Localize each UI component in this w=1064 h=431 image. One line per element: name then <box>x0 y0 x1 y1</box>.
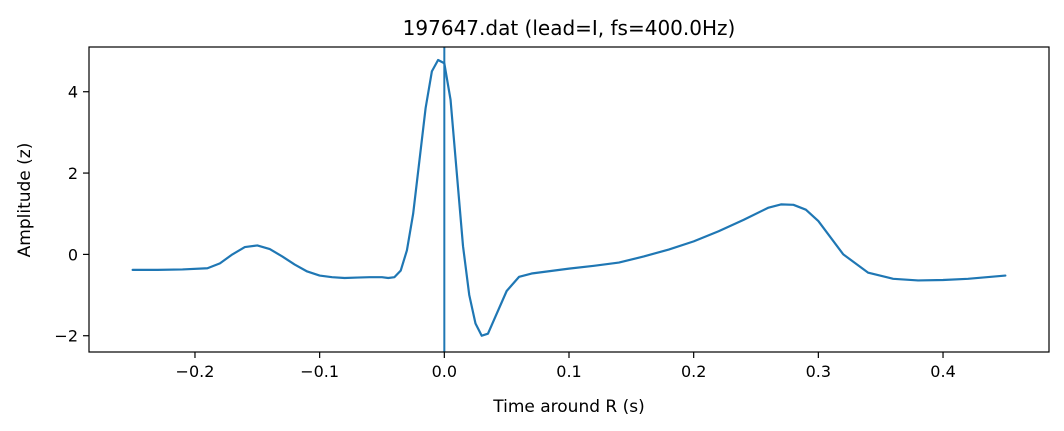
x-tick-label: 0.4 <box>930 362 955 381</box>
x-tick-label: −0.1 <box>300 362 339 381</box>
x-tick-label: 0.0 <box>432 362 457 381</box>
y-axis-label: Amplitude (z) <box>15 143 35 258</box>
chart-title: 197647.dat (lead=I, fs=400.0Hz) <box>403 16 736 40</box>
plot-frame <box>88 46 1050 353</box>
y-tick-label: 0 <box>68 245 78 264</box>
x-axis-label: Time around R (s) <box>492 397 645 417</box>
x-tick-label: −0.2 <box>176 362 215 381</box>
x-tick-label: 0.2 <box>681 362 706 381</box>
y-axis: −2 0 2 4 <box>54 83 89 346</box>
y-tick-label: −2 <box>54 327 78 346</box>
ecg-series-line <box>131 58 1007 337</box>
x-tick-label: 0.1 <box>556 362 581 381</box>
series-layer <box>131 47 1007 352</box>
y-tick-label: 2 <box>68 164 78 183</box>
y-tick-label: 4 <box>68 83 78 102</box>
x-axis: −0.2 −0.1 0.0 0.1 0.2 0.3 0.4 <box>176 352 956 381</box>
x-tick-label: 0.3 <box>806 362 831 381</box>
